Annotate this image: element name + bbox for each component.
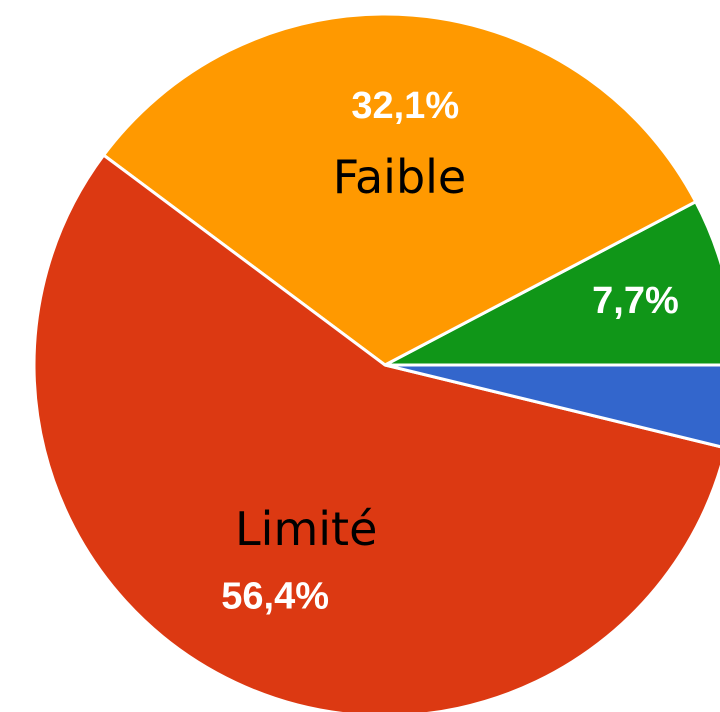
pie-slice (384, 199, 720, 367)
value-label: 7,7% (592, 280, 679, 322)
pie-slice (101, 12, 698, 367)
slice-label: Limité (235, 502, 377, 556)
pie-slice (32, 153, 720, 712)
pie-slice (384, 363, 720, 449)
slice-label: Faible (333, 150, 467, 204)
value-label: 56,4% (221, 575, 329, 617)
value-label: 32,1% (351, 85, 459, 127)
